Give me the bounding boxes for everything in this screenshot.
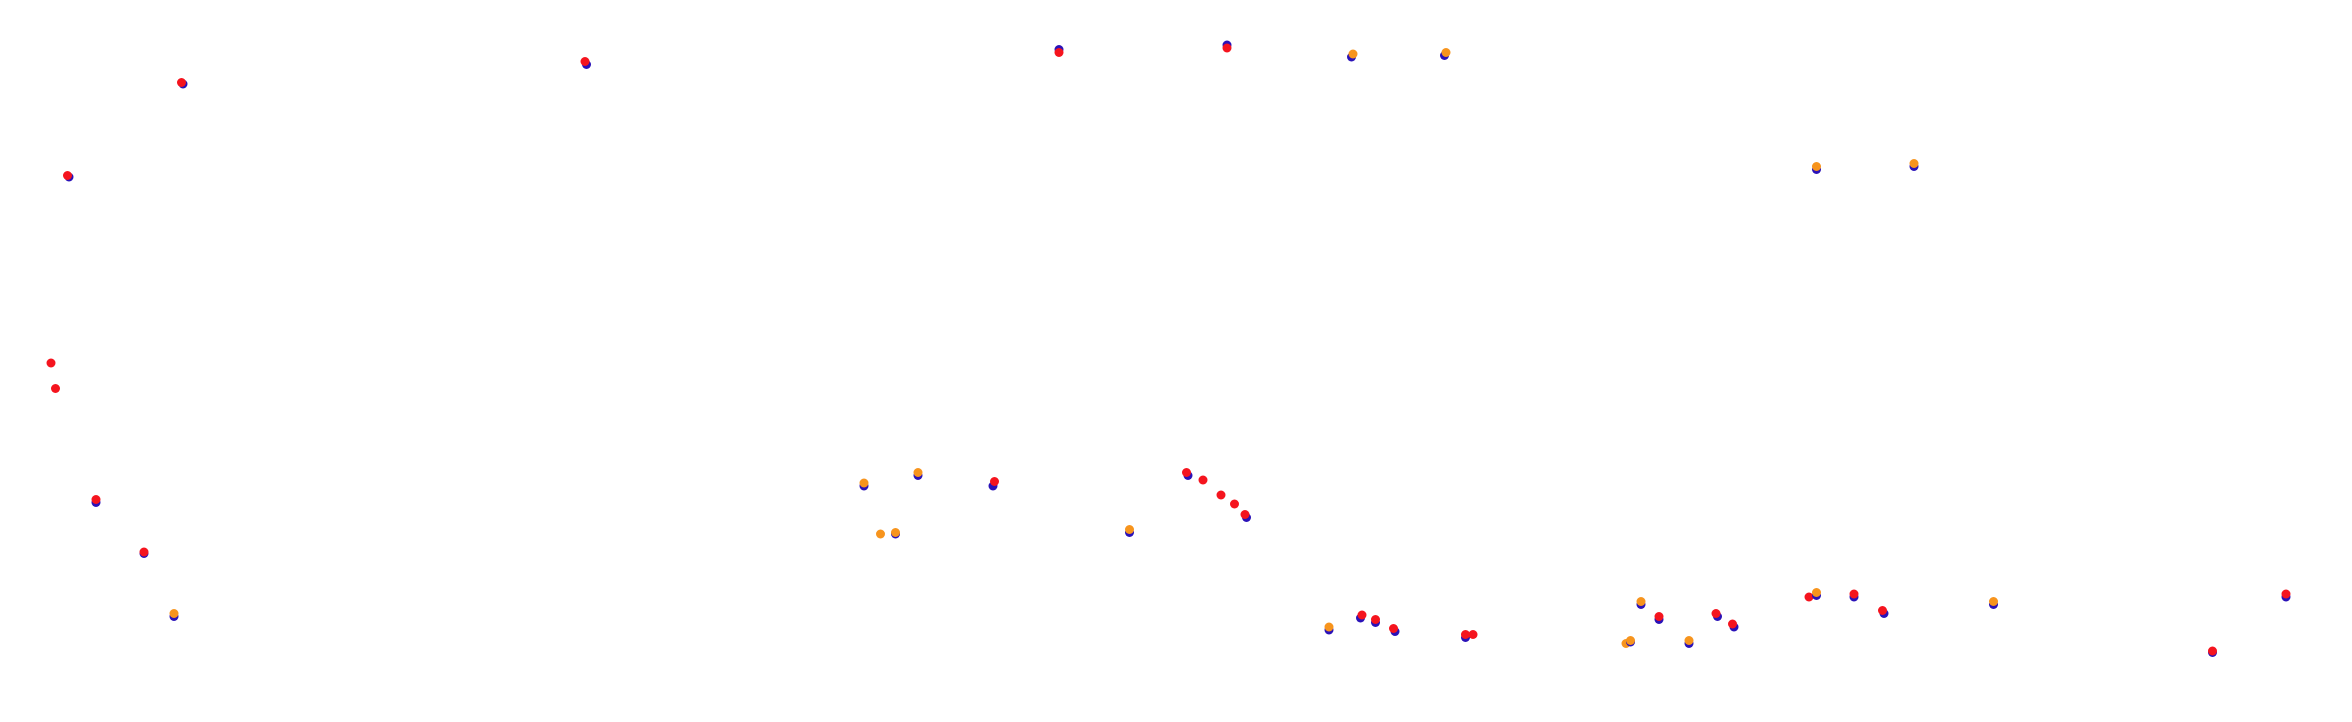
dot	[876, 529, 885, 539]
dot	[139, 547, 149, 557]
dot	[1230, 499, 1239, 509]
dot	[1441, 48, 1451, 57]
dot	[1626, 636, 1635, 645]
dot	[1125, 525, 1134, 534]
dot	[1909, 159, 1919, 168]
dot	[1804, 592, 1814, 602]
dot	[1468, 630, 1478, 639]
dot	[2281, 589, 2291, 599]
dot	[1216, 490, 1226, 500]
dot	[1357, 610, 1367, 620]
dot	[1348, 49, 1358, 59]
dots	[46, 40, 2291, 657]
dot	[1878, 606, 1887, 615]
dot	[63, 171, 72, 180]
dot	[1182, 468, 1191, 477]
dot	[1711, 609, 1721, 618]
dot	[1222, 43, 1232, 53]
dot	[46, 358, 56, 368]
dot	[913, 468, 923, 477]
dot	[1240, 510, 1250, 519]
dot	[1849, 589, 1859, 599]
dot	[990, 477, 999, 486]
dot	[51, 384, 60, 393]
dot	[859, 478, 869, 488]
dot	[1371, 615, 1380, 624]
dot	[1054, 48, 1064, 57]
dot	[1389, 624, 1398, 633]
dot	[1989, 597, 1998, 606]
dot	[1812, 162, 1821, 171]
dot	[580, 57, 590, 66]
dot	[1636, 597, 1646, 606]
dot	[2208, 646, 2217, 656]
dot	[169, 609, 179, 618]
dot	[1812, 588, 1821, 597]
dot	[1684, 636, 1694, 645]
dot	[177, 78, 186, 87]
dot	[1728, 619, 1737, 629]
dot	[891, 528, 900, 537]
dot	[91, 495, 101, 504]
dot	[1654, 612, 1664, 621]
dot	[1461, 630, 1470, 639]
dot	[1198, 475, 1208, 485]
dot	[1324, 622, 1334, 632]
